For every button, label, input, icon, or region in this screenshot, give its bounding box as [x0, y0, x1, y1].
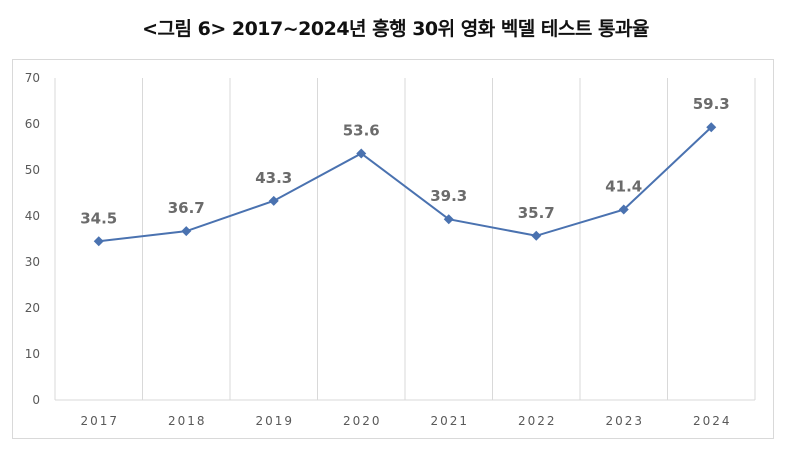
x-tick-label: 2017 [80, 414, 119, 428]
data-point-marker [93, 236, 104, 247]
x-tick-label: 2019 [255, 414, 294, 428]
y-tick-label: 40 [25, 209, 40, 223]
y-tick-label: 60 [25, 117, 40, 131]
data-label: 35.7 [518, 204, 555, 222]
data-point-marker [356, 148, 367, 159]
y-tick-label: 50 [25, 163, 40, 177]
x-tick-label: 2023 [605, 414, 644, 428]
series-line [98, 126, 712, 243]
data-label: 41.4 [605, 178, 642, 196]
data-point-marker [443, 214, 454, 225]
data-point-marker [268, 195, 279, 206]
chart-title: <그림 6> 2017~2024년 흥행 30위 영화 벡델 테스트 통과율 [142, 18, 649, 40]
y-tick-label: 70 [25, 71, 40, 85]
data-label: 43.3 [255, 169, 292, 187]
data-point-marker [531, 230, 542, 241]
x-tick-label: 2021 [430, 414, 469, 428]
data-point-marker [706, 122, 717, 133]
data-label: 36.7 [168, 199, 205, 217]
x-tick-label: 2018 [168, 414, 207, 428]
data-label: 59.3 [693, 95, 730, 113]
data-point-marker [181, 226, 192, 237]
x-tick-label: 2024 [693, 414, 732, 428]
data-label: 53.6 [343, 121, 380, 139]
chart-frame [12, 59, 774, 439]
y-tick-label: 30 [25, 255, 40, 269]
y-tick-label: 20 [25, 301, 40, 315]
data-point-marker [618, 204, 629, 215]
y-tick-label: 10 [25, 347, 40, 361]
data-label: 34.5 [80, 209, 117, 227]
x-tick-label: 2020 [343, 414, 382, 428]
data-label: 39.3 [430, 187, 467, 205]
x-tick-label: 2022 [518, 414, 557, 428]
y-tick-label: 0 [32, 393, 40, 407]
